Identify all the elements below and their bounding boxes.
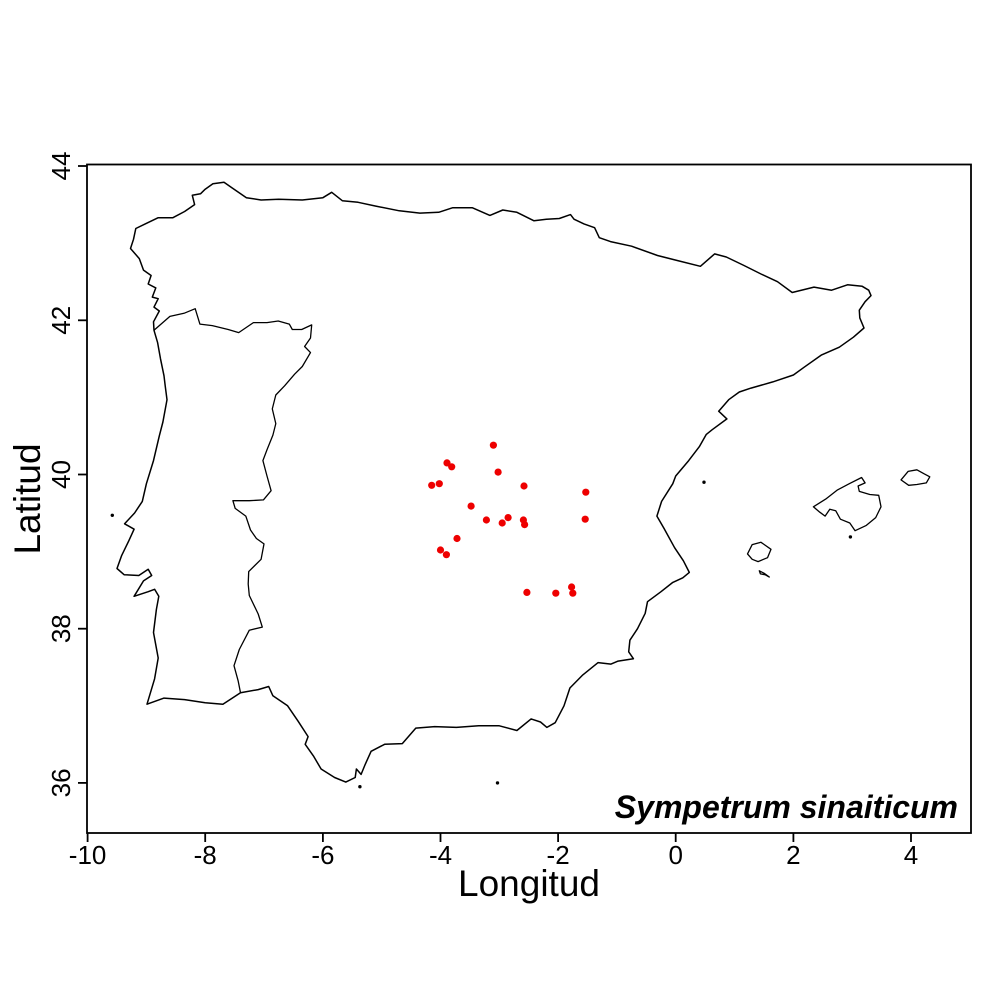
occurrence-point <box>489 441 497 449</box>
occurrence-point <box>467 502 475 510</box>
x-tick-label: -10 <box>69 840 107 870</box>
x-tick-label: 4 <box>904 840 918 870</box>
occurrence-point <box>521 521 529 529</box>
ibiza-island-outline <box>746 541 772 563</box>
y-tick-label: 42 <box>46 306 76 335</box>
islet-mark <box>495 781 500 785</box>
plot-frame-and-axes: -10 -8 -6 -4 -2 0 2 4 36 38 40 42 44 <box>46 152 972 870</box>
y-tick-label: 44 <box>46 152 76 181</box>
occurrence-point <box>428 481 436 489</box>
occurrence-point <box>436 546 445 554</box>
formentera-island-outline <box>758 570 770 578</box>
x-tick-label: -8 <box>194 840 217 870</box>
occurrence-point <box>552 589 560 597</box>
x-tick-label: -2 <box>547 840 570 870</box>
islet-mark <box>358 785 362 789</box>
iberia-map-outline <box>110 181 931 789</box>
y-tick-label: 36 <box>46 768 76 797</box>
y-tick-label: 40 <box>46 460 76 489</box>
occurrence-point <box>494 468 502 476</box>
x-tick-label: -6 <box>311 840 334 870</box>
occurrence-point <box>498 519 506 527</box>
occurrence-point <box>435 480 443 488</box>
y-axis-title: Latitud <box>7 443 48 554</box>
islet-mark <box>110 513 115 517</box>
occurrence-points <box>428 441 590 597</box>
iberia-coastline <box>116 181 872 783</box>
occurrence-point <box>581 515 589 523</box>
plot-frame <box>86 163 972 834</box>
species-annotation: Sympetrum sinaiticum <box>615 789 958 825</box>
occurrence-point <box>448 463 456 471</box>
menorca-island-outline <box>900 469 931 486</box>
occurrence-point <box>523 588 531 597</box>
x-tick-label: 2 <box>786 840 800 870</box>
portugal-spain-border <box>153 308 313 693</box>
occurrence-point <box>569 589 577 597</box>
occurrence-point <box>504 514 512 522</box>
occurrence-point <box>568 583 576 591</box>
x-tick-label: 0 <box>668 840 682 870</box>
islet-mark <box>702 480 706 484</box>
occurrence-point <box>520 482 528 490</box>
x-tick-label: -4 <box>429 840 452 870</box>
islet-mark <box>848 535 853 539</box>
mallorca-island-outline <box>812 476 882 532</box>
occurrence-point <box>442 551 450 559</box>
occurrence-point <box>582 488 590 496</box>
occurrence-point <box>453 534 461 543</box>
x-axis-title: Longitud <box>458 863 600 904</box>
y-tick-label: 38 <box>46 614 76 643</box>
occurrence-point <box>482 516 490 524</box>
